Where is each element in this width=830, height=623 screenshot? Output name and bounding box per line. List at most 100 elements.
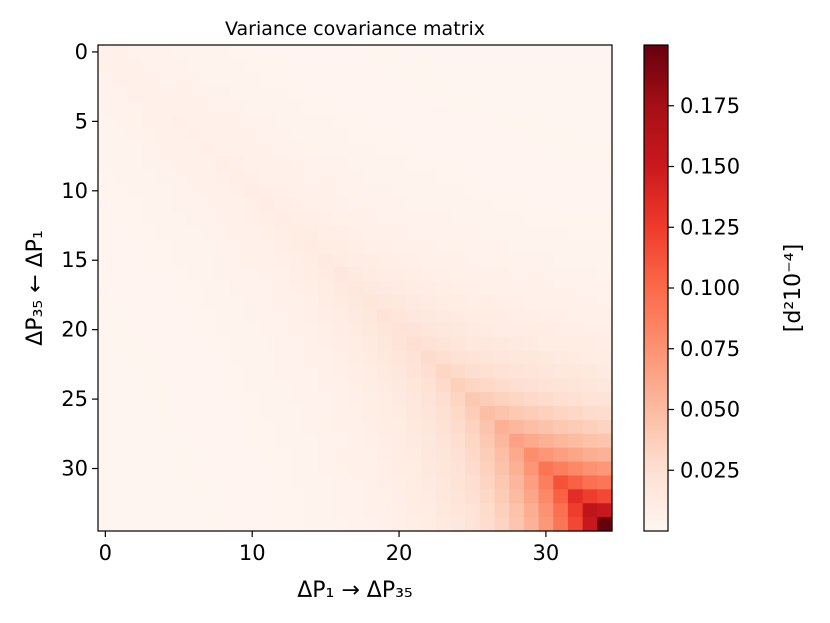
heatmap-cell: [142, 503, 158, 518]
heatmap-cell: [347, 169, 363, 185]
heatmap-cell: [98, 447, 114, 463]
heatmap-cell: [450, 225, 466, 240]
heatmap-cell: [259, 378, 275, 393]
heatmap-cell: [186, 156, 202, 171]
heatmap-cell: [288, 142, 305, 157]
heatmap-cell: [362, 475, 378, 490]
heatmap-cell: [171, 447, 187, 463]
heatmap-cell: [215, 72, 231, 88]
heatmap-cell: [479, 281, 496, 296]
heatmap-cell: [288, 72, 305, 88]
heatmap-cell: [582, 336, 598, 352]
heatmap-cell: [274, 267, 290, 282]
heatmap-cell: [186, 253, 202, 268]
heatmap-cell: [171, 169, 187, 185]
heatmap-cell: [303, 156, 319, 171]
heatmap-cell: [347, 281, 363, 296]
heatmap-cell: [582, 392, 598, 407]
heatmap-cell: [186, 100, 202, 116]
heatmap-cell: [567, 183, 584, 199]
heatmap-cell: [377, 489, 393, 504]
heatmap-cell: [332, 128, 349, 143]
heatmap-cell: [332, 489, 349, 504]
heatmap-cell: [553, 503, 569, 518]
heatmap-cell: [421, 156, 437, 171]
heatmap-cell: [567, 225, 584, 240]
heatmap-cell: [509, 267, 525, 282]
heatmap-cell: [215, 336, 231, 352]
heatmap-cell: [318, 58, 334, 74]
heatmap-cell: [597, 517, 613, 532]
heatmap-cell: [156, 433, 173, 449]
heatmap-cell: [200, 156, 217, 171]
heatmap-cell: [230, 169, 246, 185]
heatmap-cell: [377, 336, 393, 352]
heatmap-cell: [523, 156, 540, 171]
heatmap-cell: [98, 197, 114, 213]
heatmap-cell: [582, 225, 598, 240]
heatmap-cell: [582, 364, 598, 379]
heatmap-cell: [582, 169, 598, 185]
heatmap-cell: [244, 364, 261, 379]
heatmap-cell: [406, 45, 422, 60]
heatmap-cell: [230, 86, 246, 102]
heatmap-cell: [200, 461, 217, 477]
heatmap-cell: [509, 475, 525, 490]
heatmap-cell: [156, 336, 173, 352]
heatmap-cell: [597, 100, 613, 116]
heatmap-cell: [303, 128, 319, 143]
heatmap-cell: [406, 267, 422, 282]
heatmap-cell: [112, 475, 128, 490]
heatmap-cell: [362, 239, 378, 254]
heatmap-cell: [215, 183, 231, 199]
heatmap-cell: [494, 447, 510, 463]
heatmap-cell: [274, 239, 290, 254]
heatmap-cell: [127, 294, 143, 310]
heatmap-cell: [332, 281, 349, 296]
heatmap-cell: [435, 253, 452, 268]
heatmap-cell: [215, 156, 231, 171]
heatmap-cell: [435, 281, 452, 296]
heatmap-cell: [582, 281, 598, 296]
heatmap-cell: [98, 128, 114, 143]
colorbar: [643, 44, 669, 532]
heatmap-cell: [142, 308, 158, 324]
heatmap-cell: [421, 294, 437, 310]
heatmap-cell: [465, 433, 481, 449]
heatmap-cell: [244, 142, 261, 157]
heatmap-cell: [186, 447, 202, 463]
heatmap-cell: [127, 489, 143, 504]
heatmap-cell: [259, 169, 275, 185]
heatmap-cell: [494, 350, 510, 365]
heatmap-cell: [156, 86, 173, 102]
heatmap-cell: [435, 392, 452, 407]
heatmap-cell: [259, 364, 275, 379]
heatmap-cell: [156, 156, 173, 171]
heatmap-cell: [597, 364, 613, 379]
heatmap-cell: [465, 142, 481, 157]
heatmap-cell: [347, 253, 363, 268]
heatmap-cell: [186, 406, 202, 421]
heatmap-cell: [582, 433, 598, 449]
heatmap-cell: [127, 225, 143, 240]
heatmap-cell: [406, 392, 422, 407]
heatmap-cell: [112, 378, 128, 393]
heatmap-cell: [567, 433, 584, 449]
heatmap-cell: [538, 322, 554, 338]
heatmap-cell: [435, 433, 452, 449]
heatmap-cell: [127, 267, 143, 282]
colorbar-ticks: 0.025 0.050 0.075 0.100 0.125 0.150 0.175: [668, 94, 740, 482]
heatmap-cell: [318, 294, 334, 310]
heatmap-cell: [465, 406, 481, 421]
heatmap-cell: [538, 239, 554, 254]
heatmap-cell: [230, 197, 246, 213]
heatmap-cell: [186, 197, 202, 213]
heatmap-cell: [421, 364, 437, 379]
heatmap-cell: [274, 350, 290, 365]
heatmap-cell: [391, 364, 407, 379]
heatmap-cell: [377, 225, 393, 240]
heatmap-cell: [288, 239, 305, 254]
heatmap-cell: [171, 461, 187, 477]
heatmap-cell: [186, 308, 202, 324]
